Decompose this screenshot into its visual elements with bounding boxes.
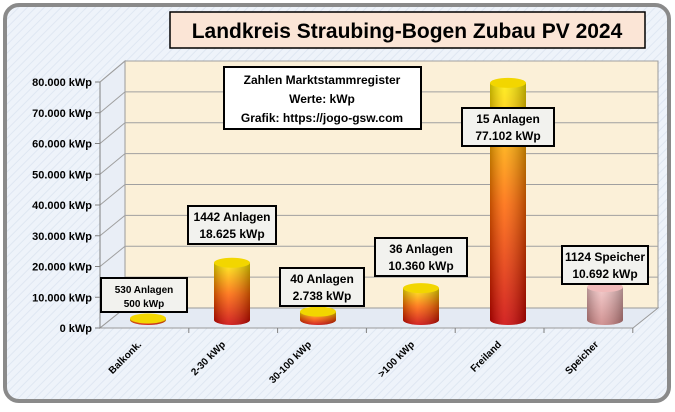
gridline-side bbox=[99, 153, 126, 175]
data-label-value: 500 kWp bbox=[124, 299, 165, 310]
gridline-side bbox=[99, 214, 126, 237]
data-label-count: 40 Anlagen bbox=[290, 272, 354, 286]
data-label-value: 10.692 kWp bbox=[572, 267, 637, 281]
gridline-side bbox=[99, 60, 126, 83]
data-label-count: 1442 Anlagen bbox=[194, 210, 271, 224]
data-label: 530 Anlagen 500 kWp bbox=[100, 277, 188, 313]
bar-1 bbox=[214, 257, 250, 325]
title-box: Landkreis Straubing-Bogen Zubau PV 2024 bbox=[169, 11, 646, 49]
data-label-value: 18.625 kWp bbox=[199, 227, 264, 241]
data-label-value: 2.738 kWp bbox=[293, 289, 352, 303]
gridline-side bbox=[99, 184, 126, 206]
gridline-side bbox=[99, 122, 126, 144]
info-box: Zahlen Marktstammregister Werte: kWp Gra… bbox=[223, 66, 422, 130]
data-label-value: 77.102 kWp bbox=[475, 129, 540, 143]
gridline-side bbox=[99, 245, 126, 267]
info-line: Werte: kWp bbox=[289, 92, 355, 106]
data-label-count: 530 Anlagen bbox=[115, 285, 174, 296]
y-tick-label: 80.000 kWp bbox=[32, 77, 92, 89]
y-tick-label: 30.000 kWp bbox=[32, 231, 92, 243]
y-tick-label: 0 kWp bbox=[60, 323, 93, 335]
data-label: 40 Anlagen 2.738 kWp bbox=[279, 267, 365, 307]
info-line: Grafik: https://jogo-gsw.com bbox=[241, 111, 403, 125]
bar-3 bbox=[403, 283, 439, 325]
chart-title: Landkreis Straubing-Bogen Zubau PV 2024 bbox=[192, 20, 623, 43]
data-label-count: 36 Anlagen bbox=[389, 242, 453, 256]
y-tick-label: 60.000 kWp bbox=[32, 139, 92, 151]
data-label: 15 Anlagen 77.102 kWp bbox=[461, 107, 555, 147]
data-label-count: 1124 Speicher bbox=[565, 250, 645, 264]
data-label: 1124 Speicher 10.692 kWp bbox=[561, 245, 649, 285]
y-tick-label: 70.000 kWp bbox=[32, 108, 92, 120]
y-tick-label: 10.000 kWp bbox=[32, 292, 92, 304]
data-label-value: 10.360 kWp bbox=[388, 259, 453, 273]
gridline-side bbox=[99, 91, 126, 114]
data-label-count: 15 Anlagen bbox=[476, 112, 540, 126]
y-tick-label: 20.000 kWp bbox=[32, 262, 92, 274]
y-tick-label: 50.000 kWp bbox=[32, 169, 92, 181]
info-line: Zahlen Marktstammregister bbox=[244, 73, 401, 87]
y-tick-label: 40.000 kWp bbox=[32, 200, 92, 212]
bar-5 bbox=[587, 282, 623, 325]
data-label: 1442 Anlagen 18.625 kWp bbox=[187, 205, 277, 245]
bar-2 bbox=[300, 306, 336, 325]
bar-0 bbox=[130, 313, 166, 325]
data-label: 36 Anlagen 10.360 kWp bbox=[374, 237, 468, 277]
